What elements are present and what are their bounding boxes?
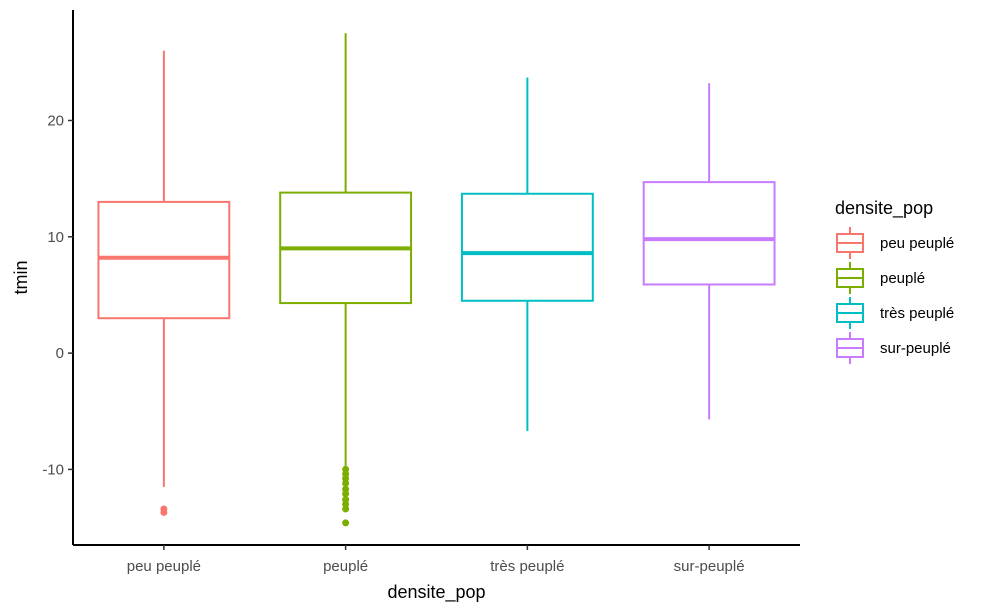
legend-label: sur-peuplé: [880, 340, 951, 357]
x-tick-label: peuplé: [323, 558, 368, 575]
box-peu-peuple: [97, 50, 231, 516]
outlier-point: [342, 519, 350, 527]
outlier-point: [160, 508, 168, 516]
y-tick-label: -10: [42, 461, 64, 478]
outlier-point: [342, 505, 350, 513]
legend-item-tres-peuple: très peuplé: [836, 297, 954, 329]
x-tick-label: peu peuplé: [127, 558, 201, 575]
y-axis-title: tmin: [11, 260, 31, 294]
y-tick-label: 0: [56, 345, 64, 362]
x-axis-title: densite_pop: [387, 582, 485, 603]
outlier-point: [342, 479, 350, 487]
legend-item-peu-peuple: peu peuplé: [836, 227, 954, 259]
legend-item-sur-peuple: sur-peuplé: [836, 332, 951, 364]
legend-item-peuple: peuplé: [836, 262, 925, 294]
x-tick-label: sur-peuplé: [674, 558, 745, 575]
iqr-box: [460, 192, 594, 302]
x-tick-label: très peuplé: [490, 558, 564, 575]
legend-label: peu peuplé: [880, 235, 954, 252]
box-peuple: [279, 33, 413, 527]
outlier-point: [342, 490, 350, 498]
iqr-box: [642, 181, 776, 286]
axes: -10 0 10 20 peu peuplé peuplé très peuplé sur-p…: [11, 10, 800, 603]
legend-label: peuplé: [880, 270, 925, 287]
box-tres-peuple: [460, 77, 594, 432]
legend-label: très peuplé: [880, 305, 954, 322]
legend-title: densite_pop: [835, 198, 933, 219]
y-tick-label: 20: [47, 112, 64, 129]
plot-area: [97, 33, 776, 527]
y-tick-label: 10: [47, 229, 64, 246]
box-sur-peuple: [642, 83, 776, 420]
iqr-box: [97, 200, 231, 320]
